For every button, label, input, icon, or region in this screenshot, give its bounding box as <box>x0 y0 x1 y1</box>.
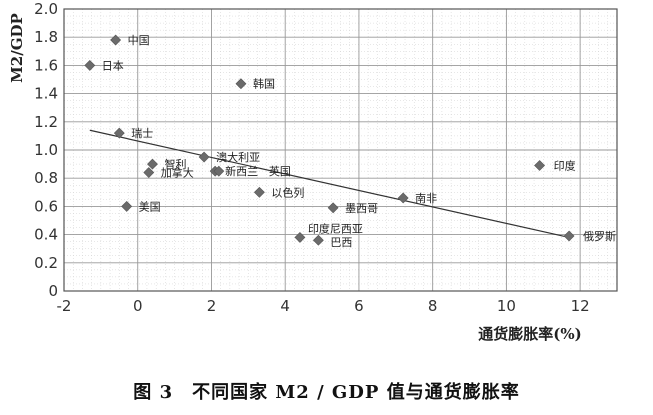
x-tick-label: 10 <box>497 297 516 315</box>
data-point-label: 澳大利亚 <box>216 150 260 164</box>
scatter-chart: 00.20.40.60.81.01.21.41.61.82.0 -2 0 2 4 6 8 1… <box>8 0 618 343</box>
data-point-label: 新西兰 <box>225 164 258 178</box>
y-tick-label: 0.6 <box>34 197 58 215</box>
y-tick-label: 0 <box>48 282 58 300</box>
y-tick-label: 1.2 <box>34 113 58 131</box>
data-point-label: 加拿大 <box>161 166 194 180</box>
data-point-label: 以色列 <box>271 185 304 199</box>
x-tick-label: 6 <box>354 297 364 315</box>
y-tick-label: 1.0 <box>34 141 58 159</box>
data-point-marker <box>312 234 324 246</box>
data-point-label: 墨西哥 <box>345 202 378 215</box>
x-tick-label: 4 <box>280 297 290 315</box>
data-point-marker <box>110 34 122 46</box>
data-point-marker <box>294 231 306 243</box>
x-tick-label: -2 <box>57 297 72 315</box>
x-tick-label: 2 <box>207 297 217 315</box>
major-grid <box>63 8 617 292</box>
y-axis-title: M2/GDP <box>8 13 26 83</box>
y-tick-label: 0.8 <box>34 169 58 187</box>
data-point-label: 韩国 <box>253 77 275 91</box>
data-point-marker <box>327 202 339 214</box>
x-axis-title: 通货膨胀率(%) <box>478 325 581 343</box>
data-point-label: 日本 <box>102 58 124 72</box>
data-point-label: 中国 <box>128 34 150 47</box>
data-point-marker <box>253 186 265 198</box>
y-tick-label: 1.8 <box>34 28 58 46</box>
y-tick-label: 2.0 <box>34 0 58 18</box>
x-tick-label: 0 <box>133 297 143 315</box>
trend-line <box>89 129 570 239</box>
data-point-marker <box>198 151 210 163</box>
data-point-label: 瑞士 <box>131 126 153 140</box>
figure-caption: 图 3 不同国家 M2 / GDP 值与通货膨胀率 <box>133 382 520 403</box>
data-point-label: 美国 <box>139 200 161 213</box>
data-point-label: 印度 <box>554 159 576 173</box>
data-point-marker <box>113 127 125 139</box>
data-point-marker <box>147 158 158 170</box>
y-tick-label: 1.4 <box>34 85 58 103</box>
data-point-marker <box>397 192 409 204</box>
data-point-marker <box>213 165 225 177</box>
y-tick-label: 0.2 <box>34 254 58 272</box>
data-point-label: 巴西 <box>330 236 352 249</box>
y-tick-label: 1.6 <box>34 56 58 74</box>
data-point-label: 印度尼西亚 <box>308 221 363 235</box>
data-point-marker <box>563 230 575 242</box>
data-point-marker <box>235 78 247 90</box>
data-point-label: 英国 <box>269 164 291 178</box>
y-tick-label: 0.4 <box>34 226 58 244</box>
x-axis-ticks: -2 0 2 4 6 8 10 12 <box>57 297 590 315</box>
data-point-marker <box>143 167 155 178</box>
data-point-label: 南非 <box>415 192 437 205</box>
data-point-marker <box>84 59 96 71</box>
x-tick-label: 12 <box>571 297 590 315</box>
y-axis-ticks: 0 0.2 0.4 0.6 0.8 1.0 1.2 1.4 1.6 1.8 2.0 <box>34 0 58 300</box>
data-point-marker <box>534 160 546 171</box>
data-point-marker <box>121 200 133 212</box>
x-tick-label: 8 <box>428 297 438 315</box>
data-point-label: 俄罗斯 <box>583 230 616 243</box>
data-point-label: 智利 <box>164 157 186 171</box>
plot-frame <box>63 8 618 292</box>
